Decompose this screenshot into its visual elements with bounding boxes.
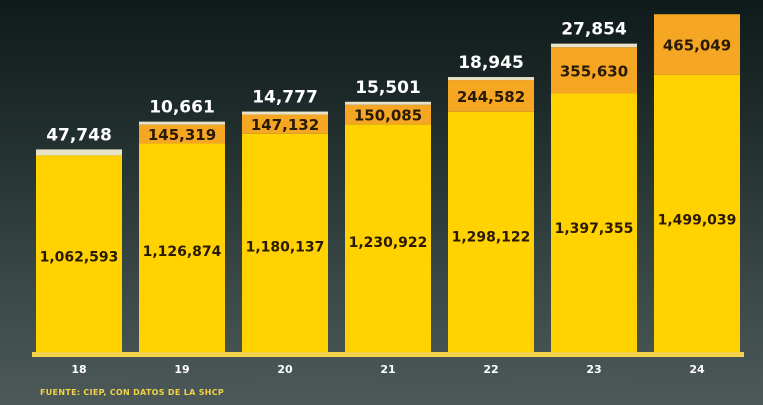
bar-top-20 — [242, 111, 328, 115]
x-tick-label: 18 — [71, 363, 86, 376]
bar-bottom-19 — [139, 143, 225, 352]
bar-middle-20 — [242, 114, 328, 134]
bar-top-23 — [551, 43, 637, 48]
bar-middle-23 — [551, 47, 637, 94]
bottom-value-label: 1,230,922 — [349, 235, 428, 251]
bar-top-21 — [345, 101, 431, 105]
bar-bottom-24 — [654, 74, 740, 352]
middle-value-label: 244,582 — [457, 88, 525, 106]
bar-bottom-18 — [36, 155, 122, 352]
bar-middle-24 — [654, 14, 740, 75]
top-value-label: 10,661 — [149, 98, 215, 118]
top-value-label: 14,777 — [252, 88, 318, 108]
middle-value-label: 150,085 — [354, 107, 422, 125]
x-tick-label: 24 — [689, 363, 705, 376]
x-tick-label: 23 — [586, 363, 601, 376]
middle-value-label: 145,319 — [148, 126, 216, 144]
bottom-value-label: 1,499,039 — [658, 212, 737, 228]
top-value-label: 18,945 — [458, 53, 524, 73]
bottom-value-label: 1,062,593 — [40, 250, 119, 266]
middle-value-label: 465,049 — [663, 36, 731, 54]
bar-bottom-21 — [345, 124, 431, 353]
bar-top-22 — [448, 77, 534, 81]
x-axis-line — [32, 352, 744, 357]
bottom-value-label: 1,126,874 — [143, 244, 222, 260]
x-tick-label: 21 — [380, 363, 395, 376]
bar-bottom-22 — [448, 111, 534, 352]
bottom-value-label: 1,397,355 — [555, 221, 634, 237]
top-value-label: 27,854 — [561, 20, 627, 40]
middle-value-label: 147,132 — [251, 116, 319, 134]
x-tick-label: 19 — [174, 363, 189, 376]
bottom-value-label: 1,298,122 — [452, 230, 531, 246]
bar-middle-22 — [448, 80, 534, 112]
bottom-value-label: 1,180,137 — [246, 240, 325, 256]
x-tick-label: 20 — [277, 363, 293, 376]
x-tick-label: 22 — [483, 363, 498, 376]
bar-bottom-20 — [242, 133, 328, 352]
top-value-label: 47,748 — [46, 125, 112, 145]
middle-value-label: 355,630 — [560, 62, 628, 80]
bar-middle-21 — [345, 104, 431, 125]
bar-top-18 — [36, 149, 122, 156]
bar-top-19 — [139, 121, 225, 125]
top-value-label: 15,501 — [355, 78, 421, 98]
bar-middle-19 — [139, 124, 225, 144]
bar-bottom-23 — [551, 93, 637, 353]
source-note: FUENTE: CIEP, CON DATOS DE LA SHCP — [40, 388, 225, 397]
